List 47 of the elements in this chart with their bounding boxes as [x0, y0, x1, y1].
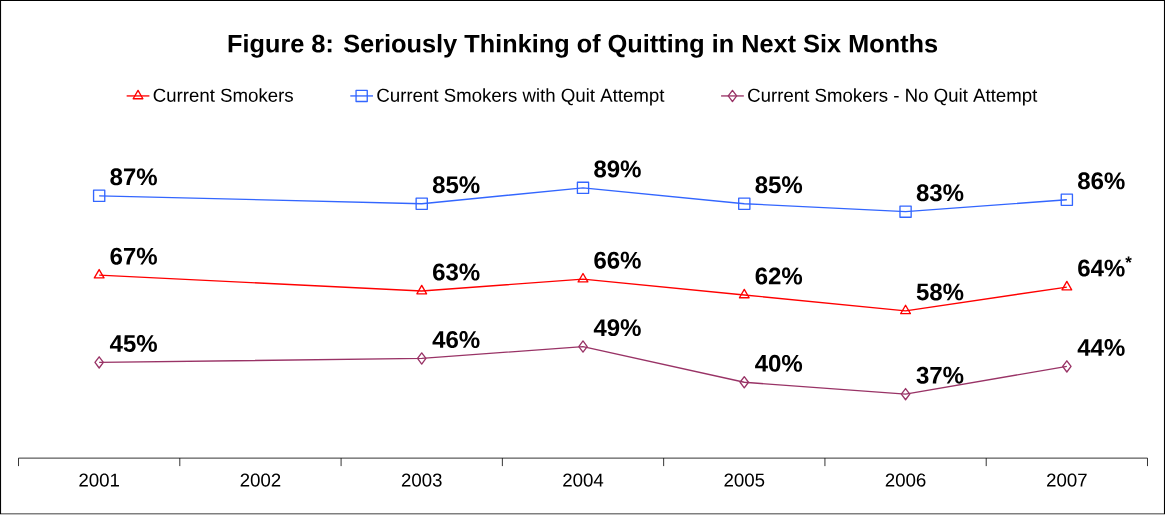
data-label: 44% [1077, 339, 1125, 357]
data-label: 40% [755, 355, 803, 373]
data-label: 85% [755, 176, 803, 194]
point [578, 340, 588, 354]
data-label: 45% [109, 335, 157, 353]
legend-label: Current Smokers [153, 88, 293, 103]
data-label: 58% [916, 283, 964, 301]
data-label: 85% [432, 176, 480, 194]
point [900, 388, 911, 401]
data-label: 49% [593, 319, 641, 337]
point [94, 356, 105, 369]
x-tick-label: 2004 [563, 473, 604, 487]
data-label: 86% [1078, 172, 1125, 190]
data-label: 66% [594, 251, 641, 269]
x-tick-label: 2005 [724, 473, 765, 487]
data-label: 46% [432, 331, 480, 349]
data-label: 67% [110, 247, 157, 265]
legend-label: Current Smokers with Quit Attempt [377, 88, 665, 106]
point [738, 288, 750, 299]
data-label: 64%$^{*}$ [1078, 256, 1132, 277]
point [899, 205, 912, 219]
point [415, 197, 428, 211]
data-label: 63% [433, 263, 480, 281]
point [739, 376, 750, 389]
point [1061, 360, 1072, 373]
x-tick-label: 2003 [401, 473, 442, 487]
legend-label: Current Smokers - No Quit Attempt [748, 88, 1038, 106]
point [1061, 280, 1073, 291]
chart-title: Figure 8: Seriously Thinking of Quitting in Next Six Months [228, 34, 938, 58]
point [416, 352, 427, 365]
point [738, 197, 751, 211]
data-label: 83% [916, 184, 964, 202]
data-label: 87% [110, 168, 157, 186]
x-tick-label: 2006 [885, 473, 926, 487]
point [576, 181, 590, 195]
point [416, 284, 428, 295]
point [577, 273, 589, 283]
x-tick-label: 2001 [79, 473, 119, 487]
data-label: 37% [916, 366, 964, 384]
point [93, 269, 105, 279]
data-label: 62% [755, 267, 803, 285]
x-tick-label: 2007 [1047, 473, 1087, 487]
x-tick-label: 2002 [240, 473, 281, 487]
point [900, 304, 912, 315]
point [92, 189, 106, 203]
point [1060, 193, 1074, 207]
data-label: 89% [594, 160, 641, 178]
